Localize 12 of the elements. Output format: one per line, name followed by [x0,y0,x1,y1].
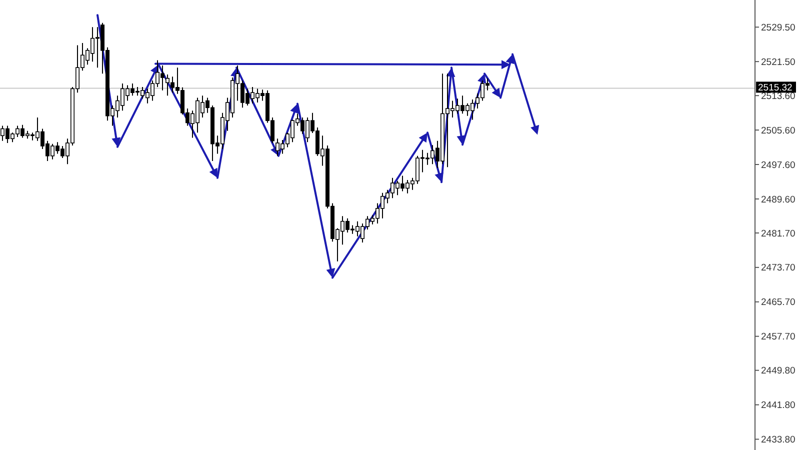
y-tick-label: 2529.50 [761,22,796,34]
y-tick-label: 2449.80 [761,366,796,377]
y-tick-label: 2473.70 [761,262,796,274]
y-tick-label: 2489.60 [761,194,796,206]
y-tick-label: 2505.60 [761,125,796,136]
y-tick-label: 2521.50 [761,56,796,68]
y-tick-label: 2433.80 [761,434,796,446]
y-tick-label: 2441.80 [761,400,796,412]
y-tick-label: 2457.70 [761,332,796,343]
y-tick-label: 2481.70 [761,228,796,240]
y-tick-label: 2497.60 [761,160,796,171]
y-tick-label: 2465.70 [761,297,796,308]
